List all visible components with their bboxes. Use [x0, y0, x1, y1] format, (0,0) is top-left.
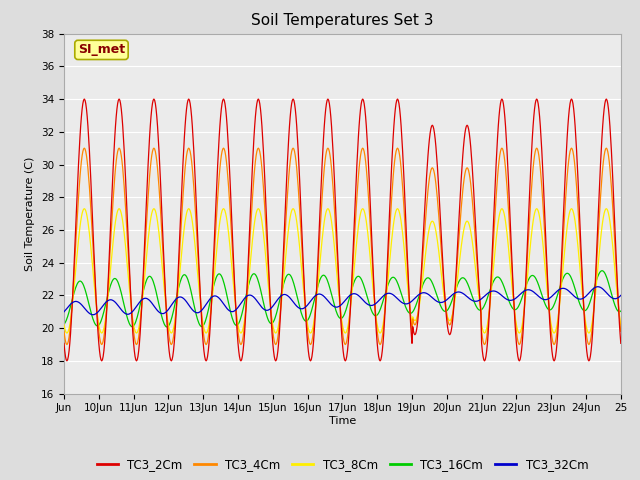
X-axis label: Time: Time — [329, 416, 356, 426]
Text: SI_met: SI_met — [78, 43, 125, 56]
Legend: TC3_2Cm, TC3_4Cm, TC3_8Cm, TC3_16Cm, TC3_32Cm: TC3_2Cm, TC3_4Cm, TC3_8Cm, TC3_16Cm, TC3… — [92, 454, 593, 476]
Y-axis label: Soil Temperature (C): Soil Temperature (C) — [26, 156, 35, 271]
Title: Soil Temperatures Set 3: Soil Temperatures Set 3 — [251, 13, 434, 28]
